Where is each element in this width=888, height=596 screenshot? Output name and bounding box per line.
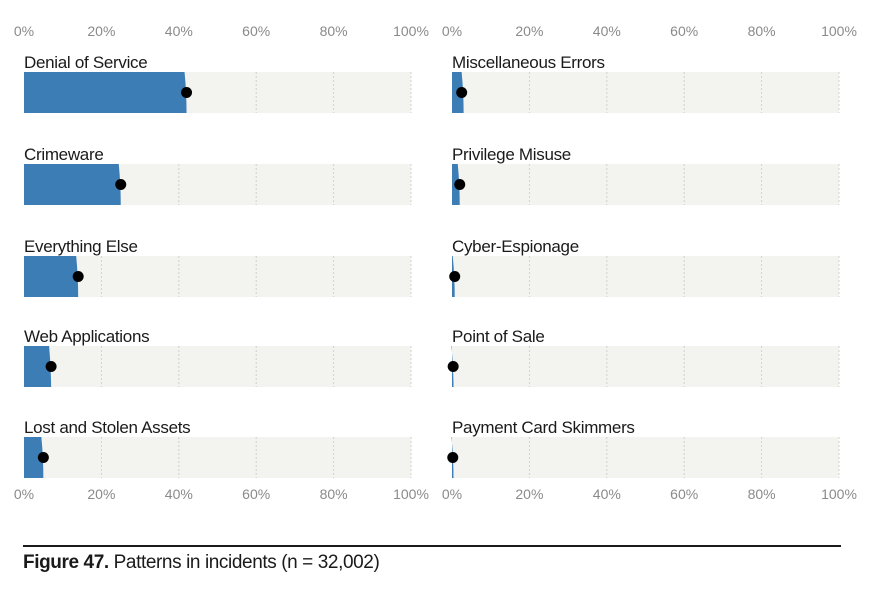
x-tick-label-top: 100%: [393, 23, 429, 39]
x-tick-label-bottom: 80%: [320, 486, 348, 502]
data-point: [456, 87, 468, 98]
category-label: Crimeware: [24, 145, 103, 164]
category-label: Point of Sale: [452, 327, 545, 346]
data-point: [45, 361, 57, 372]
x-tick-label-bottom: 0%: [442, 486, 462, 502]
x-tick-label-bottom: 60%: [242, 486, 270, 502]
x-tick-label-top: 100%: [821, 23, 857, 39]
x-tick-label-bottom: 100%: [821, 486, 857, 502]
bar-track: [452, 346, 839, 387]
caption-label: Figure 47.: [23, 552, 109, 573]
category-label: Everything Else: [24, 237, 138, 256]
x-tick-label-bottom: 40%: [165, 486, 193, 502]
x-tick-label-bottom: 80%: [748, 486, 776, 502]
caption-text: Patterns in incidents (n = 32,002): [113, 552, 380, 573]
bar-track: [452, 72, 839, 113]
x-tick-label-bottom: 60%: [670, 486, 698, 502]
category-label: Lost and Stolen Assets: [24, 418, 190, 437]
x-tick-label-bottom: 20%: [87, 486, 115, 502]
x-tick-label-bottom: 20%: [515, 486, 543, 502]
category-label: Privilege Misuse: [452, 145, 571, 164]
category-label: Web Applications: [24, 327, 149, 346]
data-point: [447, 452, 459, 463]
x-tick-label-bottom: 40%: [593, 486, 621, 502]
bar-track: [24, 346, 411, 387]
bar: [24, 164, 121, 205]
x-tick-label-bottom: 100%: [393, 486, 429, 502]
x-tick-label-top: 40%: [593, 23, 621, 39]
data-point: [72, 271, 84, 282]
data-point: [181, 87, 193, 98]
x-tick-label-top: 60%: [242, 23, 270, 39]
x-tick-label-top: 20%: [515, 23, 543, 39]
x-tick-label-top: 0%: [442, 23, 462, 39]
figure-caption: Figure 47. Patterns in incidents (n = 32…: [23, 552, 380, 574]
data-point: [447, 361, 459, 372]
data-point: [449, 271, 461, 282]
bar-track: [452, 164, 839, 205]
x-tick-label-top: 0%: [14, 23, 34, 39]
x-tick-label-top: 80%: [748, 23, 776, 39]
bar-track: [452, 256, 839, 297]
category-label: Cyber-Espionage: [452, 237, 579, 256]
data-point: [115, 179, 127, 190]
bar-track: [452, 437, 839, 478]
category-label: Payment Card Skimmers: [452, 418, 635, 437]
category-label: Denial of Service: [24, 53, 147, 72]
bar: [24, 346, 52, 387]
category-label: Miscellaneous Errors: [452, 53, 605, 72]
x-tick-label-top: 80%: [320, 23, 348, 39]
bar: [24, 72, 187, 113]
x-tick-label-bottom: 0%: [14, 486, 34, 502]
bar: [24, 437, 44, 478]
caption-divider: [23, 545, 841, 547]
bar-track: [24, 256, 411, 297]
bar-track: [24, 437, 411, 478]
x-tick-label-top: 40%: [165, 23, 193, 39]
x-tick-label-top: 20%: [87, 23, 115, 39]
x-tick-label-top: 60%: [670, 23, 698, 39]
bar: [24, 256, 79, 297]
data-point: [37, 452, 49, 463]
data-point: [454, 179, 466, 190]
